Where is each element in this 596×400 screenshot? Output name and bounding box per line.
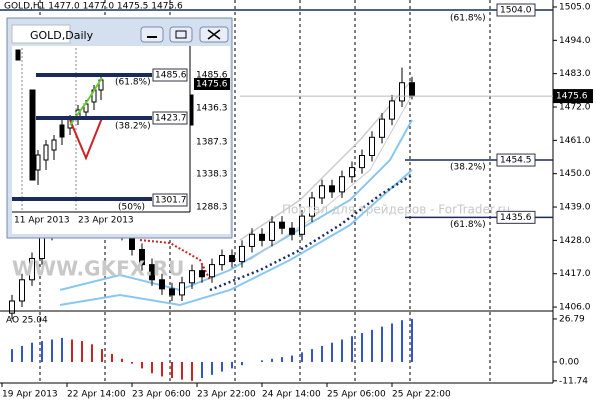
y-tick-label: 1472.0 — [559, 103, 591, 113]
candle-body — [259, 233, 265, 241]
inset-price-label: 1338.3 — [196, 170, 228, 180]
inset-price-label: 1436.3 — [196, 104, 228, 114]
candle-body — [159, 279, 165, 290]
fib-ratio-label: (38.2%) — [450, 163, 486, 173]
inset-price-label: 1485.6 — [196, 71, 228, 81]
y-tick-label: 1450.0 — [559, 169, 591, 179]
current-price-label: 1475.6 — [556, 92, 588, 102]
candle-body — [149, 264, 155, 281]
ao-tick-label: 26.79 — [559, 314, 585, 324]
x-tick-label: 23 Apr 22:00 — [197, 390, 256, 400]
y-tick-label: 1505.0 — [559, 2, 591, 12]
watermark: Портал для трейдеров - ForTrader.ru — [282, 203, 510, 217]
candle-body — [379, 118, 385, 138]
candle-body — [29, 258, 35, 281]
candle-body — [269, 221, 275, 241]
watermark: WWW.GKFX.RU — [12, 257, 184, 281]
candle-body — [139, 248, 145, 266]
fib-price-label: 1504.0 — [500, 6, 532, 16]
inset-plot — [12, 46, 230, 234]
x-tick-label: 23 Apr 06:00 — [132, 390, 191, 400]
candle-body — [339, 176, 345, 193]
fib-label-box — [496, 153, 536, 167]
fib-ratio-label: (61.8%) — [450, 220, 486, 230]
candle-body — [329, 185, 335, 193]
inset-fib-label: (50%) — [118, 203, 145, 213]
title-icon-area — [11, 24, 71, 44]
indicator-label: AO 25.04 — [6, 316, 48, 326]
candle-body — [19, 279, 25, 302]
candle-body — [319, 185, 325, 199]
symbol-info: GOLD,H1 1477.0 1477.0 1475.5 1475.6 — [4, 2, 183, 12]
current-price-box — [553, 89, 593, 104]
candle-body — [279, 221, 285, 229]
window-title: GOLD,Daily — [30, 29, 94, 42]
maximize-button[interactable] — [169, 26, 193, 43]
y-tick-label: 1406.0 — [559, 303, 591, 313]
candle-body — [229, 255, 235, 263]
inset-price-label: 1288.3 — [196, 203, 228, 213]
x-tick-label: 25 Apr 22:00 — [392, 390, 451, 400]
candle-body — [369, 136, 375, 156]
candle-body — [249, 233, 255, 247]
candle-body — [189, 270, 195, 284]
fib-label-box — [496, 210, 536, 224]
x-tick-label: 24 Apr 14:00 — [262, 390, 321, 400]
inset-date-label: 23 Apr 2013 — [78, 216, 134, 226]
inset-level-label: 1485.6 — [155, 71, 187, 81]
inset-date-label: 11 Apr 2013 — [14, 216, 70, 226]
candle-body — [199, 270, 205, 278]
y-tick-label: 1483.0 — [559, 69, 591, 79]
candle-body — [179, 282, 185, 296]
fib-ratio-label: (61.8%) — [450, 14, 486, 24]
candle-body — [289, 227, 295, 235]
candle-body — [209, 264, 215, 278]
vertical-separators — [39, 0, 491, 383]
candle-body — [239, 245, 245, 263]
y-tick-label: 1461.0 — [559, 136, 591, 146]
x-tick-label: 19 Apr 2013 — [2, 390, 58, 400]
candle-body — [399, 82, 405, 102]
inset-price-label: 1387.3 — [196, 138, 228, 148]
inset-fib-label: (61.8%) — [115, 78, 151, 88]
y-tick-label: 1417.0 — [559, 269, 591, 279]
candle-body — [389, 100, 395, 120]
x-tick-label: 22 Apr 14:00 — [67, 390, 126, 400]
inset-current-price: 1475.6 — [196, 80, 228, 90]
candle-body — [359, 155, 365, 169]
y-tick-label: 1428.0 — [559, 236, 591, 246]
candle-body — [409, 82, 415, 97]
inset-fib-label: (38.2%) — [115, 122, 151, 132]
fib-price-label: 1435.6 — [500, 213, 532, 223]
candle-body — [349, 167, 355, 178]
candle-body — [299, 215, 305, 235]
inset-window: GOLD,Daily — [6, 17, 233, 239]
inset-level-label: 1301.7 — [155, 196, 187, 206]
y-tick-label: 1494.0 — [559, 36, 591, 46]
candle-body — [169, 288, 175, 296]
fib-label-box — [496, 3, 536, 17]
ao-tick-label: 0.00 — [559, 357, 579, 367]
y-tick-label: 1439.0 — [559, 203, 591, 213]
minimize-button[interactable] — [140, 26, 164, 43]
candle-body — [309, 197, 315, 217]
x-tick-label: 25 Apr 06:00 — [327, 390, 386, 400]
candle-body — [219, 255, 225, 266]
ao-tick-label: -11.74 — [559, 376, 588, 386]
channel-lines — [59, 79, 413, 307]
inset-level-label: 1423.7 — [155, 114, 187, 124]
candle-body — [9, 300, 15, 314]
fib-price-label: 1454.5 — [500, 156, 532, 166]
